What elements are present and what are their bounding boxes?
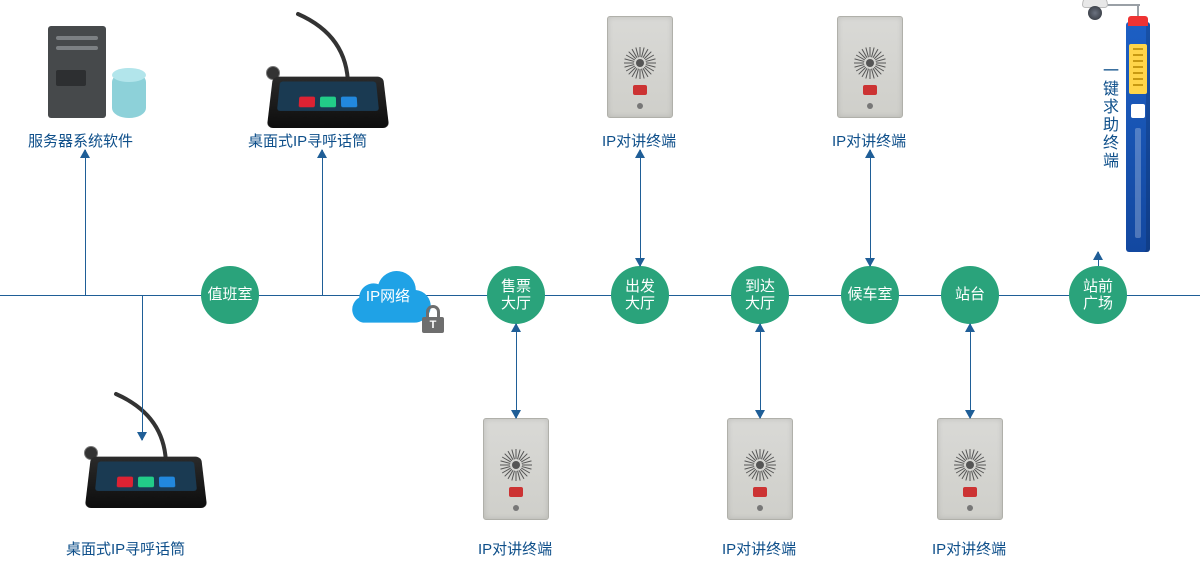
mic-bottom-conn-arrow [137, 432, 147, 441]
speaker-icon [498, 447, 534, 483]
intercom-bottom-3-label: IP对讲终端 [932, 538, 1006, 559]
desk-mic-bottom [88, 452, 204, 510]
intercom-top-2-conn-arrow-down [865, 258, 875, 267]
help-pillar-label: 一键求助终端 [1096, 62, 1120, 170]
mic-top-conn-line [322, 150, 323, 295]
diagram-canvas: 值班室售票大厅出发大厅到达大厅候车室站台站前广场 IP网络 T 服务器系统软件 … [0, 0, 1200, 578]
location-node-depart: 出发大厅 [611, 266, 669, 324]
intercom-top-2-conn-line [870, 150, 871, 266]
intercom-bottom-3-conn-arrow-down [965, 410, 975, 419]
speaker-icon [742, 447, 778, 483]
location-node-wait: 候车室 [841, 266, 899, 324]
speaker-icon [952, 447, 988, 483]
call-button-icon [863, 85, 877, 95]
intercom-top-2-label: IP对讲终端 [832, 130, 906, 151]
server-label: 服务器系统软件 [28, 130, 133, 151]
lock-icon: T [422, 307, 444, 333]
location-node-arrive: 到达大厅 [731, 266, 789, 324]
location-node-square: 站前广场 [1069, 266, 1127, 324]
intercom-bottom-2-conn-line [760, 324, 761, 418]
intercom-bottom-1-conn-arrow-up [511, 323, 521, 332]
server-icon [48, 26, 146, 118]
intercom-bottom-2-conn-arrow-up [755, 323, 765, 332]
speaker-icon [852, 45, 888, 81]
call-button-icon [633, 85, 647, 95]
intercom-bottom-2 [727, 418, 793, 520]
desk-mic-top [270, 72, 386, 130]
intercom-top-1-label: IP对讲终端 [602, 130, 676, 151]
indicator-icon [757, 505, 763, 511]
intercom-top-1-conn-arrow-up [635, 149, 645, 158]
mic-bottom-conn-line [142, 295, 143, 440]
location-node-ticket: 售票大厅 [487, 266, 545, 324]
intercom-top-1-conn-line [640, 150, 641, 266]
intercom-top-2-conn-arrow-up [865, 149, 875, 158]
intercom-bottom-3 [937, 418, 1003, 520]
call-button-icon [963, 487, 977, 497]
intercom-bottom-1-label: IP对讲终端 [478, 538, 552, 559]
speaker-icon [622, 45, 658, 81]
mic-top-conn-arrow [317, 149, 327, 158]
camera-icon [1082, 0, 1108, 14]
intercom-top-1 [607, 16, 673, 118]
intercom-bottom-2-conn-arrow-down [755, 410, 765, 419]
location-node-duty: 值班室 [201, 266, 259, 324]
indicator-icon [867, 103, 873, 109]
intercom-bottom-3-conn-line [970, 324, 971, 418]
call-button-icon [753, 487, 767, 497]
intercom-top-2 [837, 16, 903, 118]
server-conn-arrow [80, 149, 90, 158]
pillar-conn-arrow [1093, 251, 1103, 260]
indicator-icon [637, 103, 643, 109]
intercom-bottom-1 [483, 418, 549, 520]
server-conn-line [85, 150, 86, 295]
help-pillar [1126, 22, 1150, 252]
desk-mic-top-label: 桌面式IP寻呼话筒 [248, 130, 367, 151]
indicator-icon [967, 505, 973, 511]
intercom-bottom-1-conn-line [516, 324, 517, 418]
intercom-top-1-conn-arrow-down [635, 258, 645, 267]
indicator-icon [513, 505, 519, 511]
network-axis [0, 295, 1200, 296]
call-button-icon [509, 487, 523, 497]
desk-mic-bottom-label: 桌面式IP寻呼话筒 [66, 538, 185, 559]
intercom-bottom-2-label: IP对讲终端 [722, 538, 796, 559]
location-node-platform: 站台 [941, 266, 999, 324]
intercom-bottom-1-conn-arrow-down [511, 410, 521, 419]
intercom-bottom-3-conn-arrow-up [965, 323, 975, 332]
